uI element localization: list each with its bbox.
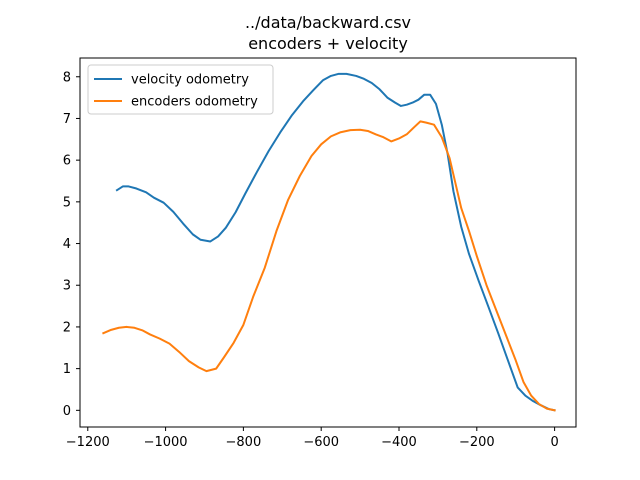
legend: velocity odometry encoders odometry [87,64,274,115]
legend-label: velocity odometry [131,73,249,88]
y-tick-label: 4 [63,237,71,252]
y-tick-label: 3 [63,279,71,294]
x-tick-label: 0 [550,435,558,450]
series-line-encoders-odometry [102,120,556,412]
x-tick-label: −1200 [66,435,110,450]
y-tick-label: 5 [63,195,71,210]
chart-title: ../data/backward.csv [245,13,411,32]
y-axis: 0 1 2 3 4 5 6 7 8 [63,70,80,419]
legend-box [87,64,274,115]
y-tick-label: 6 [63,154,71,169]
y-tick-label: 1 [63,362,71,377]
chart-subtitle: encoders + velocity [248,34,408,53]
y-tick-label: 8 [63,70,71,85]
x-tick-label: −600 [303,435,339,450]
x-tick-label: −400 [381,435,417,450]
plot-area-frame [79,57,577,428]
x-tick-label: −200 [459,435,495,450]
y-tick-label: 2 [63,320,71,335]
series-line-velocity-odometry [115,72,556,412]
x-axis: −1200 −1000 −800 −600 −400 −200 0 [66,427,559,450]
x-tick-label: −800 [226,435,262,450]
y-tick-label: 0 [63,404,71,419]
series-layer [102,72,556,412]
legend-label: encoders odometry [131,95,258,110]
x-tick-label: −1000 [144,435,188,450]
y-tick-label: 7 [63,112,71,127]
